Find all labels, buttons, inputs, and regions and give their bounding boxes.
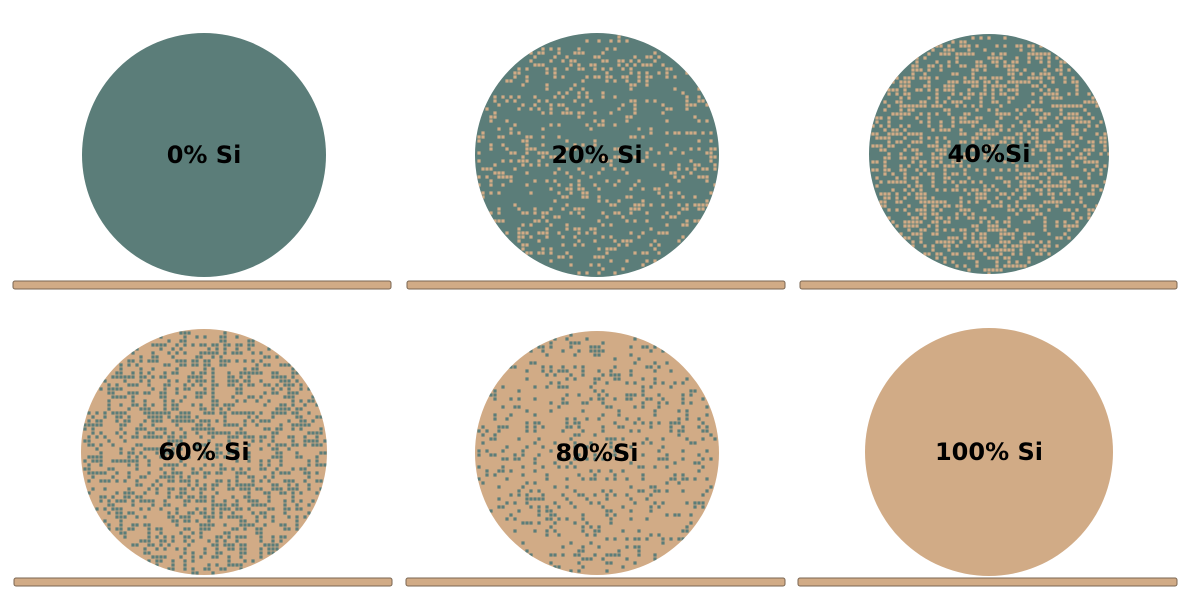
composition-label: 0% Si: [167, 141, 242, 169]
substrate-slab: [797, 577, 1178, 587]
panel-100-si: 100% Si: [797, 328, 1178, 587]
composition-label: 20% Si: [551, 141, 642, 169]
particle-atoms: [477, 35, 717, 275]
panel-60-si: 60% Si: [13, 329, 393, 587]
particle-base: [475, 33, 719, 277]
particle-atoms: [871, 36, 1109, 274]
substrate-slab: [12, 280, 392, 290]
substrate-slab: [13, 577, 393, 587]
particle-base: [475, 331, 719, 575]
panel-0-si: 0% Si: [12, 33, 392, 290]
substrate-slab: [799, 280, 1178, 290]
composition-label: 100% Si: [935, 438, 1043, 466]
substrate-slab: [406, 280, 786, 290]
particle-atoms: [83, 331, 327, 575]
composition-label: 40%Si: [948, 140, 1031, 168]
particle-base: [82, 33, 326, 277]
panel-20-si: 20% Si: [406, 33, 786, 290]
composition-label: 80%Si: [556, 439, 639, 467]
particle-base: [865, 328, 1113, 576]
panel-80-si: 80%Si: [405, 331, 786, 587]
panel-40-si: 40%Si: [799, 34, 1178, 290]
particle-atoms: [477, 333, 717, 573]
composition-label: 60% Si: [158, 438, 249, 466]
substrate-slab: [405, 577, 786, 587]
